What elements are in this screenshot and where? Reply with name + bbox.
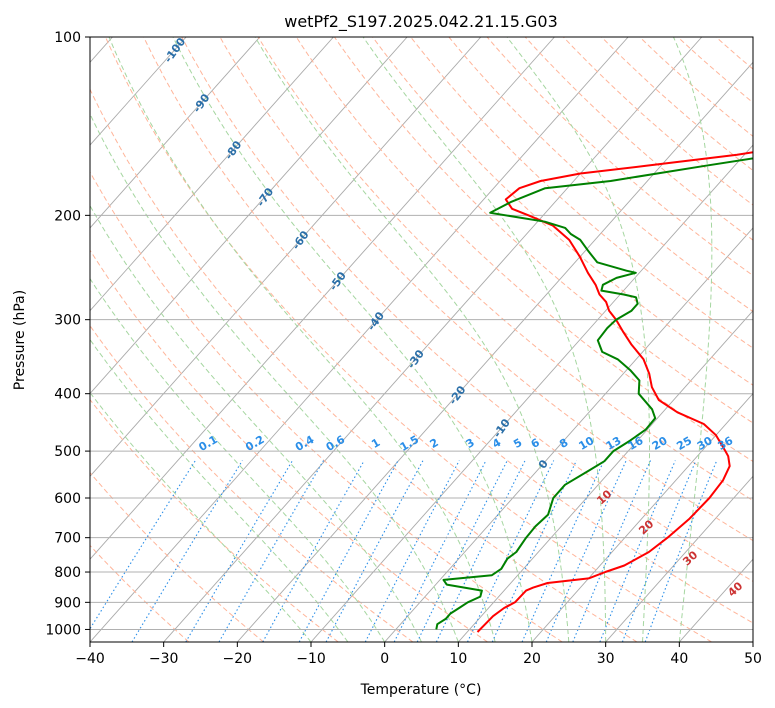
dry-adiabat-line [601,37,753,172]
mixing-ratio-line [599,460,676,642]
dry-adiabat-line [143,37,753,624]
y-tick-label: 100 [54,30,81,46]
mixing-ratio-line [185,460,293,642]
dry-adiabat-line [90,324,414,642]
dry-adiabat-line [524,37,753,241]
x-tick-label: 20 [523,651,541,667]
isotherm-line [90,37,555,560]
y-tick-label: 700 [54,531,81,547]
mixing-ratio-line [298,460,399,642]
isotherm-line [90,37,187,146]
moist-adiabat-line [673,37,713,642]
isotherm-line [457,310,753,642]
moist-adiabat-line [90,277,386,642]
dry-adiabat-line [410,37,753,349]
moist-adiabat-line [90,204,422,642]
y-tick-label: 300 [54,313,81,329]
mixing-ratio-line [491,460,577,642]
dry-adiabat-line [90,249,488,642]
mixing-ratio-line [435,460,526,642]
isotherm-line [163,37,703,642]
y-tick-label: 500 [54,444,81,460]
dry-adiabat-line [333,37,753,424]
plot-frame [89,36,754,643]
dry-adiabat-line [90,171,563,642]
dry-adiabat-line [90,88,638,642]
y-tick-label: 1000 [45,622,81,638]
chart-title: wetPf2_S197.2025.042.21.15.G03 [284,12,558,32]
profile-lines [435,151,753,633]
axes: −40 −30 −20 −10 0 10 20 30 40 50 100 200 300 400 500 60… [45,30,762,667]
dry-adiabat-line [257,37,753,502]
isotherm-line [384,227,753,642]
y-tick-label: 200 [54,208,81,224]
isotherm-line [90,37,334,312]
mixing-ratio-line [218,460,324,642]
x-tick-label: −40 [75,651,105,667]
moist-adiabat-line [254,37,570,642]
moist-adiabat-line [108,37,496,642]
dry-adiabat-line [372,37,753,386]
x-tick-label: 0 [380,651,389,667]
y-axis-title: Pressure (hPa) [12,290,28,390]
moist-adiabat-line [90,391,312,642]
x-tick-label: 30 [597,651,615,667]
x-axis-title: Temperature (°C) [360,682,482,698]
y-tick-label: 400 [54,387,81,403]
mixing-ratio-line [467,460,555,642]
isotherm-line [531,392,753,642]
moist-adiabat-line [362,37,607,642]
mixing-ratio-line [131,460,243,642]
dry-adiabat-line [181,37,753,582]
x-tick-label: 40 [670,651,688,667]
x-tick-label: 10 [449,651,467,667]
mixing-ratio-line [644,460,718,642]
temperature-line [476,151,753,633]
isotherm-line [605,475,753,642]
isotherm-line [90,37,408,395]
isotherm-line [90,37,629,642]
dry-adiabat-line [448,37,753,313]
x-tick-label: 50 [744,651,762,667]
mixing-ratio-line [545,460,627,642]
moist-adiabat-line [90,112,459,642]
isotherm-line [90,37,482,478]
y-tick-label: 800 [54,565,81,581]
mixing-ratio-line [521,460,605,642]
isotherm-line [310,144,753,642]
y-tick-label: 600 [54,491,81,507]
x-tick-label: −10 [296,651,326,667]
moist-adiabat-line [172,37,533,642]
background-lines [90,37,753,642]
mixing-ratio-line [621,460,697,642]
mixing-ratio-line [393,460,487,642]
dry-adiabat-line [219,37,753,542]
mixing-ratio-line [262,460,365,642]
isotherm-line [90,37,261,229]
y-tick-label: 900 [54,595,81,611]
mixing-ratio-line [572,460,652,642]
moist-adiabat-line [506,37,650,642]
dewpoint-line [435,157,753,630]
dry-adiabat-line [105,37,712,642]
x-tick-label: −30 [149,651,179,667]
isotherm-line [236,61,753,642]
x-tick-label: −20 [223,651,253,667]
mixing-ratio-line [416,460,508,642]
dry-adiabat-line [295,37,753,463]
